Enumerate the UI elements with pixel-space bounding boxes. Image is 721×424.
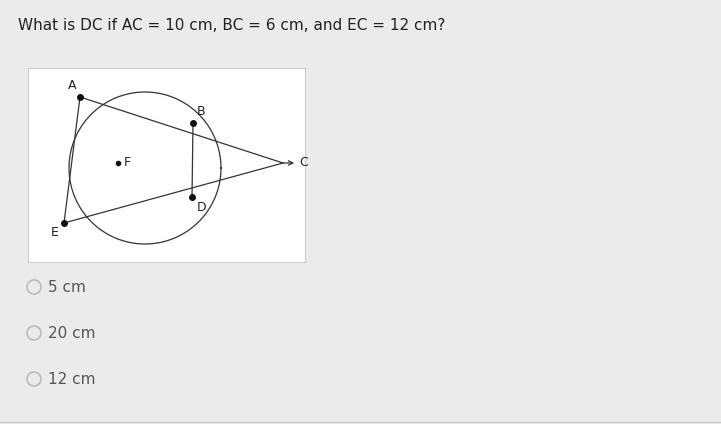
Text: F: F — [124, 156, 131, 170]
Text: A: A — [68, 79, 76, 92]
Text: C: C — [299, 156, 308, 170]
Text: B: B — [197, 105, 205, 118]
Text: E: E — [51, 226, 59, 239]
Text: What is DC if AC = 10 cm, BC = 6 cm, and EC = 12 cm?: What is DC if AC = 10 cm, BC = 6 cm, and… — [18, 18, 446, 33]
Text: 12 cm: 12 cm — [48, 371, 95, 387]
Bar — [28, 68, 305, 262]
Text: D: D — [197, 201, 207, 214]
Text: 5 cm: 5 cm — [48, 279, 86, 295]
Text: 20 cm: 20 cm — [48, 326, 95, 340]
